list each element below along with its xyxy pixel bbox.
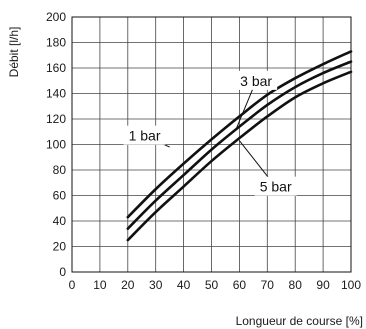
series-line (126, 70, 353, 242)
x-tick-label: 100 (341, 278, 361, 292)
series-label: 5 bar (260, 179, 292, 195)
y-axis-label: Débit [l/h] (7, 27, 21, 78)
annotation-background (254, 176, 297, 196)
y-tick-label: 140 (46, 87, 66, 101)
y-tick-label: 0 (59, 265, 66, 279)
annotation-background (123, 125, 166, 145)
y-tick-label: 20 (53, 240, 67, 254)
x-axis-label: Longueur de course [%] (236, 314, 363, 328)
y-tick-labels: 0 20 40 60 80 100 120 140 160 180 200 (46, 10, 66, 279)
x-tick-label: 30 (149, 278, 163, 292)
y-tick-label: 120 (46, 112, 66, 126)
x-tick-labels: 0 10 20 30 40 50 60 70 80 90 100 (69, 278, 362, 292)
x-tick-label: 90 (316, 278, 330, 292)
grid (71, 16, 352, 273)
series-line (126, 60, 353, 230)
series-lines (126, 50, 353, 242)
x-tick-label: 40 (177, 278, 191, 292)
series-label: 3 bar (240, 73, 272, 89)
x-tick-label: 70 (261, 278, 275, 292)
y-tick-label: 160 (46, 61, 66, 75)
y-tick-label: 80 (53, 163, 67, 177)
y-tick-label: 40 (53, 214, 67, 228)
x-tick-label: 10 (93, 278, 107, 292)
annotation-background (235, 70, 278, 90)
x-tick-label: 20 (121, 278, 135, 292)
series-annotations: 1 bar 3 bar 5 bar (123, 70, 297, 196)
x-tick-label: 80 (289, 278, 303, 292)
x-tick-label: 50 (205, 278, 219, 292)
series-line (126, 50, 353, 219)
y-tick-label: 200 (46, 10, 66, 24)
series-label: 1 bar (129, 128, 161, 144)
plot-frame (71, 16, 352, 273)
y-tick-label: 180 (46, 36, 66, 50)
x-tick-label: 60 (233, 278, 247, 292)
y-tick-label: 100 (46, 138, 66, 152)
x-tick-label: 0 (69, 278, 76, 292)
y-tick-label: 60 (53, 189, 67, 203)
